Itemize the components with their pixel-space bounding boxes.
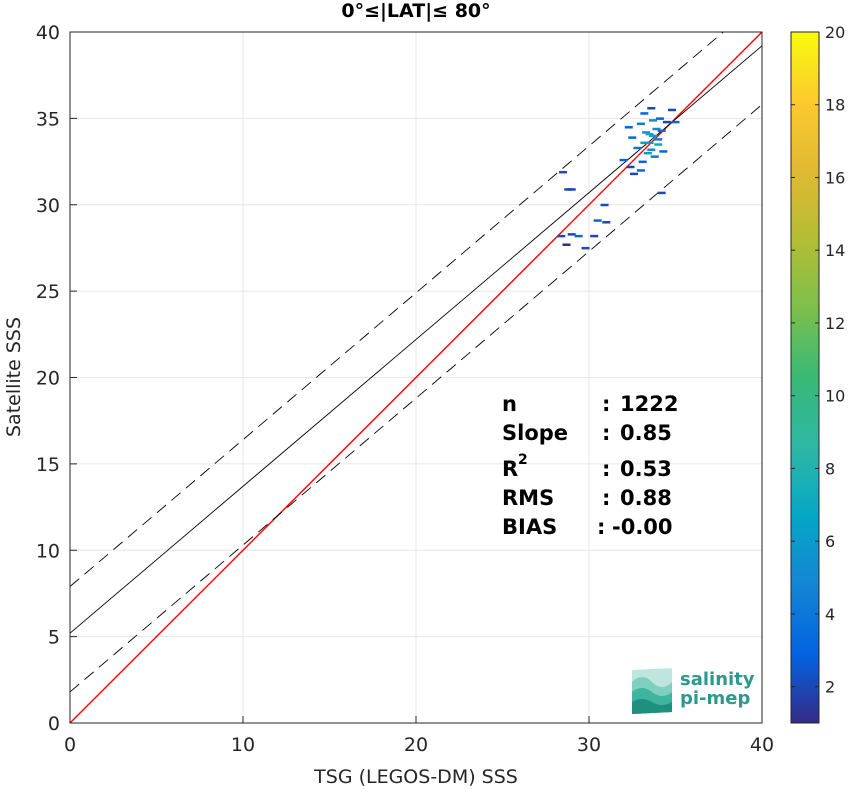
stat-rms-label: RMS bbox=[502, 486, 554, 510]
x-axis-label: TSG (LEGOS-DM) SSS bbox=[313, 766, 518, 788]
stat-bias-label: BIAS bbox=[502, 515, 557, 539]
y-tick-label: 20 bbox=[36, 368, 60, 390]
data-point bbox=[642, 131, 651, 134]
data-point bbox=[645, 132, 654, 136]
stat-n-value: 1222 bbox=[620, 392, 678, 416]
colorbar-tick-label: 20 bbox=[825, 23, 845, 42]
x-tick-label: 10 bbox=[231, 734, 255, 756]
y-tick-label: 15 bbox=[36, 454, 60, 476]
data-point bbox=[574, 234, 583, 238]
colorbar-tick-label: 8 bbox=[825, 459, 835, 478]
stat-slope-sep: : bbox=[602, 421, 610, 445]
stat-n-label: n bbox=[502, 392, 517, 416]
stat-r2-label: R bbox=[502, 457, 518, 481]
data-point bbox=[567, 188, 576, 191]
data-point bbox=[643, 151, 652, 155]
stat-n-sep: : bbox=[602, 392, 610, 416]
axis-ticks: 0 10 20 30 40 0 5 10 15 20 25 30 35 40 bbox=[36, 22, 774, 756]
colorbar-tick-label: 6 bbox=[825, 532, 835, 551]
data-point bbox=[557, 234, 566, 238]
y-tick-label: 40 bbox=[36, 22, 60, 44]
logo-waves-icon bbox=[632, 668, 672, 714]
data-point bbox=[645, 141, 654, 145]
y-tick-label: 10 bbox=[36, 540, 60, 562]
data-point bbox=[629, 172, 638, 176]
colorbar-tick-label: 18 bbox=[825, 96, 845, 115]
data-point bbox=[626, 165, 635, 169]
y-tick-label: 5 bbox=[48, 627, 60, 649]
data-point bbox=[590, 234, 599, 238]
data-point bbox=[654, 143, 663, 146]
data-point bbox=[652, 127, 661, 131]
data-point bbox=[640, 141, 649, 145]
x-tick-label: 0 bbox=[64, 734, 76, 756]
data-point bbox=[650, 155, 659, 158]
data-point bbox=[636, 169, 645, 172]
x-tick-label: 20 bbox=[404, 734, 428, 756]
data-point bbox=[655, 117, 664, 120]
stat-r2-value: 0.53 bbox=[620, 457, 672, 481]
data-point bbox=[636, 122, 645, 126]
y-tick-label: 30 bbox=[36, 195, 60, 217]
stat-r2-superscript: 2 bbox=[518, 452, 528, 468]
colorbar-tick-label: 14 bbox=[825, 241, 845, 260]
data-point bbox=[628, 136, 637, 139]
y-tick-label: 0 bbox=[48, 713, 60, 735]
stat-rms-value: 0.88 bbox=[620, 486, 672, 510]
data-point bbox=[600, 203, 609, 207]
stat-slope-value: 0.85 bbox=[620, 421, 672, 445]
colorbar-tick-label: 10 bbox=[825, 387, 845, 406]
data-point bbox=[602, 221, 611, 224]
y-tick-label: 25 bbox=[36, 281, 60, 303]
data-point bbox=[654, 138, 663, 141]
stat-r2-sep: : bbox=[602, 457, 610, 481]
data-point bbox=[649, 134, 658, 138]
x-tick-label: 40 bbox=[750, 734, 774, 756]
data-point bbox=[619, 158, 628, 162]
data-point bbox=[659, 150, 668, 153]
chart-title: 0°≤|LAT|≤ 80° bbox=[341, 0, 491, 22]
colorbar-tick-label: 2 bbox=[825, 678, 835, 697]
data-point bbox=[593, 219, 602, 222]
data-point bbox=[567, 233, 576, 236]
x-tick-label: 30 bbox=[577, 734, 601, 756]
data-point bbox=[671, 120, 680, 124]
colorbar-tick-label: 12 bbox=[825, 314, 845, 333]
data-point bbox=[624, 126, 633, 129]
y-axis-label: Satellite SSS bbox=[3, 317, 25, 437]
stat-rms-sep: : bbox=[602, 486, 610, 510]
y-tick-label: 35 bbox=[36, 108, 60, 130]
data-point bbox=[640, 112, 649, 115]
data-point bbox=[657, 191, 666, 195]
stat-bias-value: -0.00 bbox=[612, 515, 673, 539]
data-point bbox=[668, 108, 677, 112]
stat-slope-label: Slope bbox=[502, 421, 568, 445]
data-point bbox=[649, 119, 658, 122]
colorbar-tick-label: 16 bbox=[825, 168, 845, 187]
data-point bbox=[638, 160, 647, 164]
statistics-box: n : 1222 Slope : 0.85 R 2 : 0.53 RMS : 0… bbox=[502, 392, 678, 539]
stat-bias-sep: : bbox=[597, 515, 605, 539]
data-point bbox=[559, 170, 568, 174]
data-point bbox=[633, 146, 642, 150]
data-point bbox=[647, 148, 656, 151]
colorbar-ticks: 2 4 6 8 10 12 14 16 18 20 bbox=[791, 23, 845, 697]
data-point bbox=[581, 246, 590, 250]
data-point bbox=[562, 243, 571, 246]
line-1-1-line bbox=[70, 32, 762, 723]
data-point bbox=[662, 120, 671, 124]
salinity-pi-mep-logo: salinity pi-mep bbox=[632, 668, 755, 714]
colorbar: 2 4 6 8 10 12 14 16 18 20 bbox=[790, 23, 845, 724]
data-point bbox=[647, 107, 656, 110]
data-point bbox=[657, 129, 666, 132]
colorbar-tick-label: 4 bbox=[825, 605, 835, 624]
logo-text-line1: salinity bbox=[680, 669, 755, 690]
colorbar-gradient bbox=[790, 31, 820, 724]
logo-text-line2: pi-mep bbox=[680, 688, 750, 709]
data-points bbox=[557, 107, 680, 250]
